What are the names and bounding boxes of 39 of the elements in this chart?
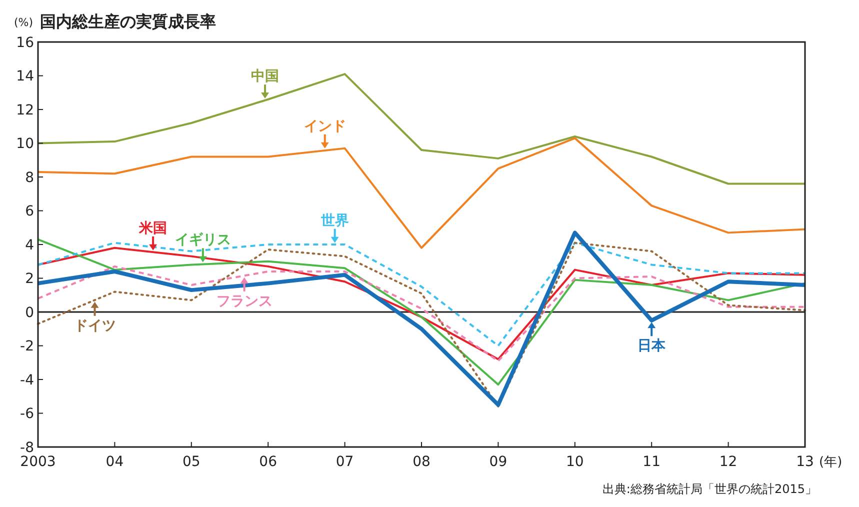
y-tick-label: 6 — [25, 204, 34, 220]
annotation: 米国 — [138, 220, 168, 236]
y-tick-label: -2 — [20, 338, 34, 355]
y-tick-label: 14 — [16, 68, 34, 85]
y-tick-label: 4 — [25, 237, 34, 254]
x-tick-label: 13 — [796, 454, 814, 470]
x-tick-label: 07 — [336, 454, 354, 470]
x-tick-label: 12 — [719, 454, 738, 470]
annotation: 日本 — [638, 338, 667, 354]
y-tick-label: 12 — [16, 102, 34, 118]
y-tick-label: 16 — [16, 34, 34, 51]
x-tick-label: 08 — [412, 454, 430, 470]
y-axis-title: (%) — [14, 16, 34, 29]
y-tick-label: 8 — [25, 170, 34, 186]
x-tick-label: 09 — [489, 454, 508, 470]
annotation: 世界 — [320, 212, 349, 229]
y-tick-label: 2 — [25, 271, 34, 288]
y-tick-label: 10 — [16, 136, 34, 152]
x-tick-label: 05 — [182, 454, 200, 470]
x-tick-label: 2003 — [20, 454, 56, 470]
line-series — [37, 265, 806, 362]
x-tick-label: 06 — [259, 454, 278, 470]
x-tick-label: 04 — [106, 454, 124, 470]
y-tick-label: -8 — [20, 440, 34, 456]
annotation: 中国 — [251, 68, 280, 85]
x-axis-title: (年) — [819, 455, 842, 470]
annotation: イギリス — [174, 232, 231, 248]
y-tick-label: 0 — [25, 304, 34, 321]
source-note: 出典:総務省統計局「世界の統計2015」 — [602, 482, 817, 496]
chart-title: 国内総生産の実質成長率 — [40, 12, 216, 31]
y-tick-label: -6 — [20, 406, 34, 422]
annotation: フランス — [216, 293, 272, 310]
annotation: インド — [304, 118, 346, 134]
y-tick-label: -4 — [20, 372, 34, 388]
line-series — [37, 137, 806, 249]
x-tick-label: 11 — [642, 454, 661, 470]
line-series — [37, 246, 806, 360]
x-tick-label: 10 — [566, 454, 584, 470]
annotation: ドイツ — [74, 318, 116, 334]
